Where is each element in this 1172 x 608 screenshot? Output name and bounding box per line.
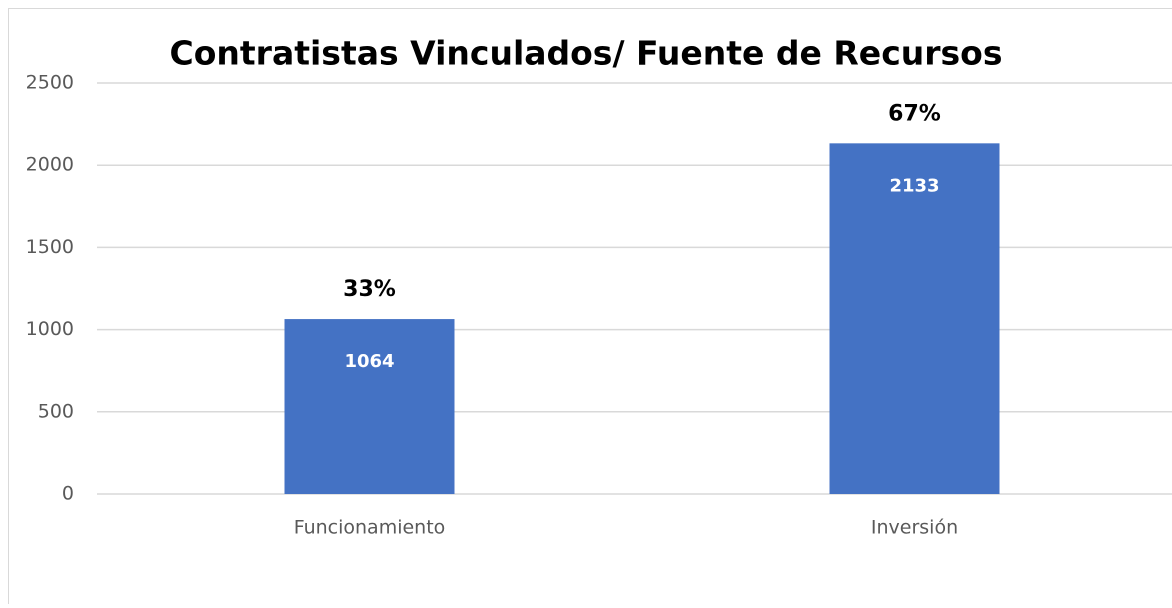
chart-title: Contratistas Vinculados/ Fuente de Recur… xyxy=(170,34,1003,73)
y-tick-label: 1500 xyxy=(26,236,74,258)
bar xyxy=(285,319,455,494)
annotation: 33% xyxy=(343,277,396,302)
y-tick-label: 1000 xyxy=(26,318,74,340)
y-tick-label: 2500 xyxy=(26,72,74,94)
y-tick-label: 500 xyxy=(38,400,74,422)
value-label: 2133 xyxy=(889,175,939,196)
value-label: 1064 xyxy=(344,351,394,372)
x-tick-label: Funcionamiento xyxy=(294,517,446,539)
x-tick-label: Inversión xyxy=(871,517,958,539)
y-tick-label: 2000 xyxy=(26,154,74,176)
y-tick-label: 0 xyxy=(62,483,74,505)
annotation: 67% xyxy=(888,101,941,126)
